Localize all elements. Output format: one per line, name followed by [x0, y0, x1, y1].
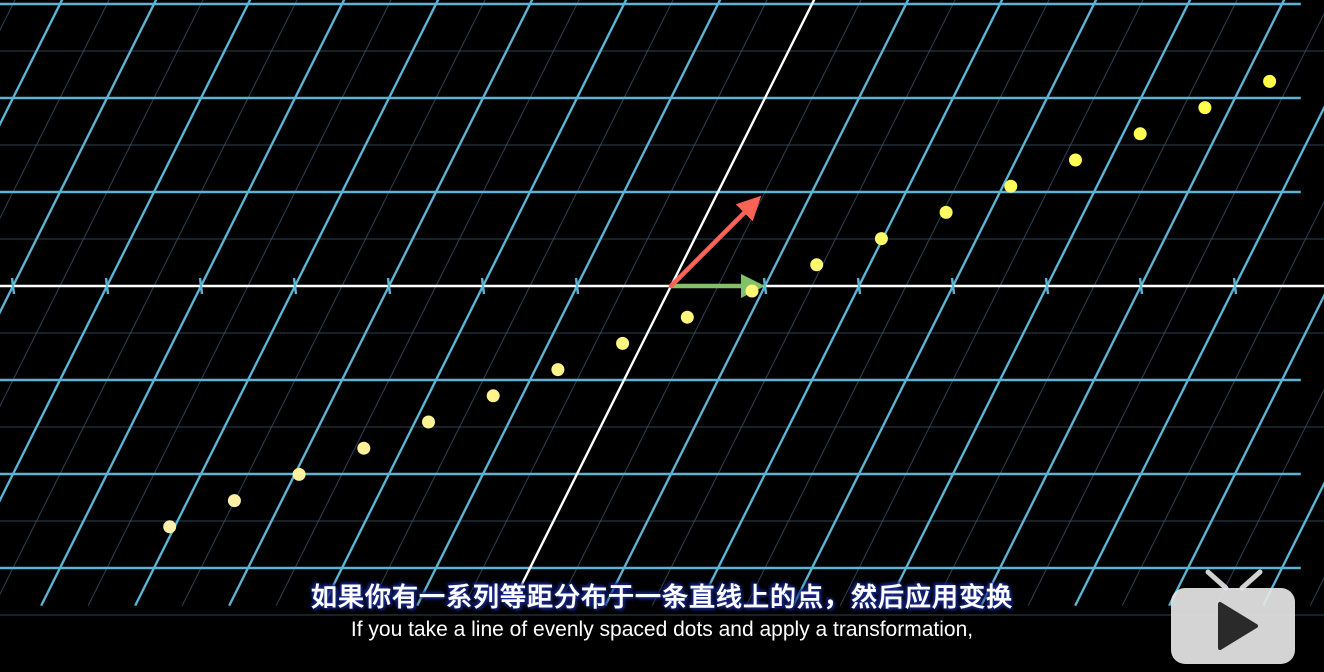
grid-line — [228, 0, 534, 607]
faint-grid-line — [933, 0, 1238, 606]
axis-tick — [292, 277, 298, 295]
axis-tick — [104, 277, 110, 295]
faint-grid-line — [745, 0, 1050, 606]
y-axis — [510, 0, 816, 607]
axis-tick — [856, 277, 862, 295]
faint-grid-line — [557, 0, 862, 606]
dot — [292, 467, 306, 481]
faint-grid-line — [181, 0, 486, 606]
dot — [939, 205, 953, 219]
dot — [745, 284, 759, 298]
axis-tick — [198, 277, 204, 295]
axis-tick — [1044, 277, 1050, 295]
grid-line — [886, 0, 1192, 607]
tv-play-icon — [1171, 569, 1295, 664]
faint-grid-line — [463, 0, 768, 606]
grid-line — [322, 0, 628, 607]
axis-tick — [10, 277, 16, 295]
grid-line — [698, 0, 1004, 607]
dot — [227, 494, 241, 508]
axis-tick — [950, 277, 956, 295]
dot — [486, 389, 500, 403]
dot — [163, 520, 177, 534]
j-hat-vector-shaft — [668, 210, 747, 289]
faint-grid-line — [1027, 12, 1324, 606]
dot — [874, 232, 888, 246]
grid-line — [604, 0, 910, 607]
dot — [551, 363, 565, 377]
dot — [1198, 101, 1212, 115]
faint-grid-lines — [0, 0, 1324, 616]
dot — [1133, 127, 1147, 141]
axis-tick — [1138, 277, 1144, 295]
grid-line — [416, 0, 722, 607]
faint-grid-line — [87, 0, 392, 606]
grid-line — [134, 0, 440, 607]
faint-grid-line — [839, 0, 1144, 606]
axis-tick — [1232, 277, 1238, 295]
faint-grid-line — [275, 0, 580, 606]
dots — [163, 74, 1277, 534]
faint-grid-line — [369, 0, 674, 606]
axes — [0, 0, 1324, 607]
subtitles: 如果你有一系列等距分布于一条直线上的点，然后应用变换 If you take a… — [0, 578, 1324, 644]
faint-grid-line — [0, 0, 110, 220]
grid-line — [1168, 293, 1324, 607]
dot — [810, 258, 824, 272]
grid-line — [792, 0, 1098, 607]
axis-tick — [574, 277, 580, 295]
axis-ticks — [10, 277, 1238, 295]
axis-tick — [386, 277, 392, 295]
dot — [616, 336, 630, 350]
dot — [1004, 179, 1018, 193]
subtitle-english: If you take a line of evenly spaced dots… — [350, 618, 974, 641]
j-hat-vector-head — [735, 195, 762, 222]
grid-line — [1262, 481, 1324, 607]
dot — [680, 310, 694, 324]
dot — [1069, 153, 1082, 167]
dot — [422, 415, 435, 429]
faint-grid-line — [0, 0, 298, 596]
grid-line — [980, 0, 1286, 607]
grid-line — [0, 0, 64, 127]
dot — [1263, 74, 1277, 88]
faint-grid-line — [651, 0, 956, 606]
subtitle-chinese: 如果你有一系列等距分布于一条直线上的点，然后应用变换 — [310, 583, 1013, 613]
basis-vectors — [668, 195, 765, 298]
grid-line — [40, 0, 346, 607]
axis-tick — [480, 277, 486, 295]
dot — [357, 441, 371, 455]
faint-grid-line — [1215, 388, 1324, 606]
grid-line — [1074, 105, 1324, 607]
faint-grid-line — [1121, 200, 1324, 606]
